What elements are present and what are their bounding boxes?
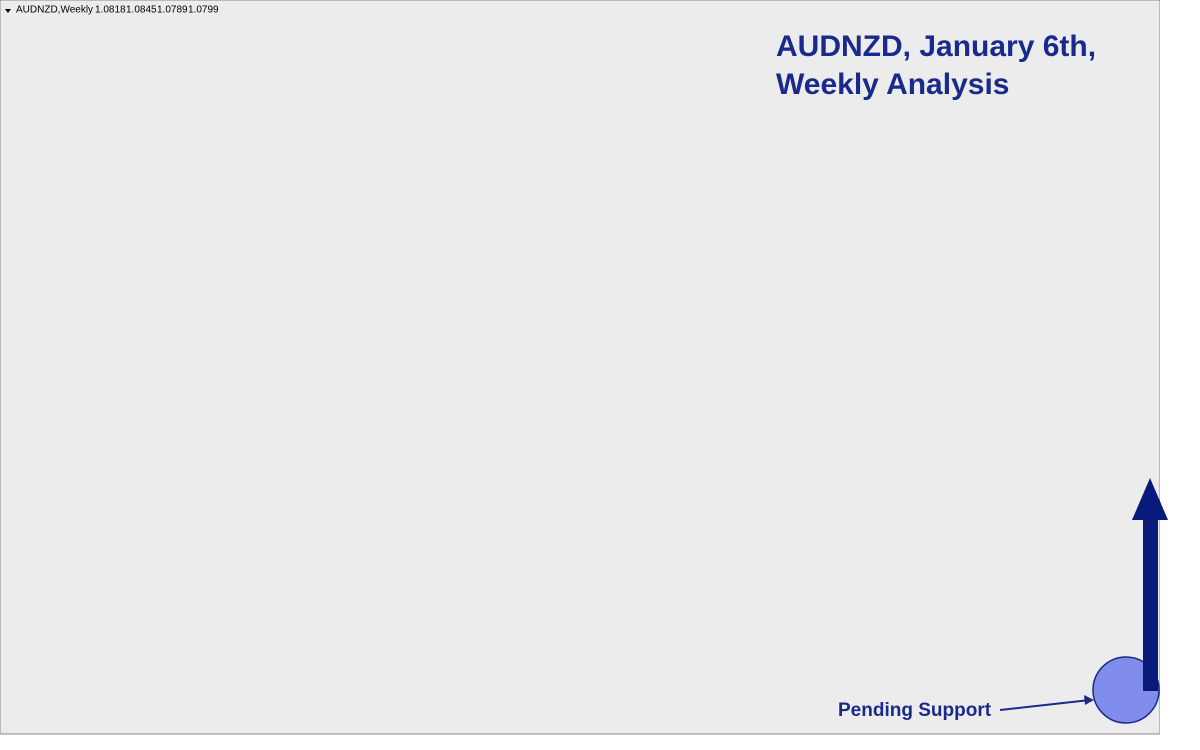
ohlc-low: 1.0789 (157, 5, 188, 16)
ohlc-close: 1.0799 (188, 5, 219, 16)
plot-area (0, 0, 1161, 735)
ohlc-open: 1.0818 (95, 5, 126, 16)
support-circle (1092, 656, 1160, 724)
pointer-head (1084, 695, 1094, 705)
pointer-arrow (999, 699, 1091, 711)
support-annotation: Pending Support (838, 700, 992, 721)
labels: AUDNZD,Weekly 1.0818 1.0845 1.0789 1.079… (5, 5, 1168, 724)
menu-icon (5, 9, 11, 13)
symbol: AUDNZD,Weekly (16, 5, 93, 16)
ohlc-high: 1.0845 (126, 5, 157, 16)
up-arrow-shaft (1143, 515, 1158, 691)
price-axis (1160, 0, 1200, 750)
up-arrow-head (1132, 478, 1168, 520)
title-line: AUDNZD, January 6th, (776, 30, 1096, 63)
title-line: Weekly Analysis (776, 68, 1009, 101)
